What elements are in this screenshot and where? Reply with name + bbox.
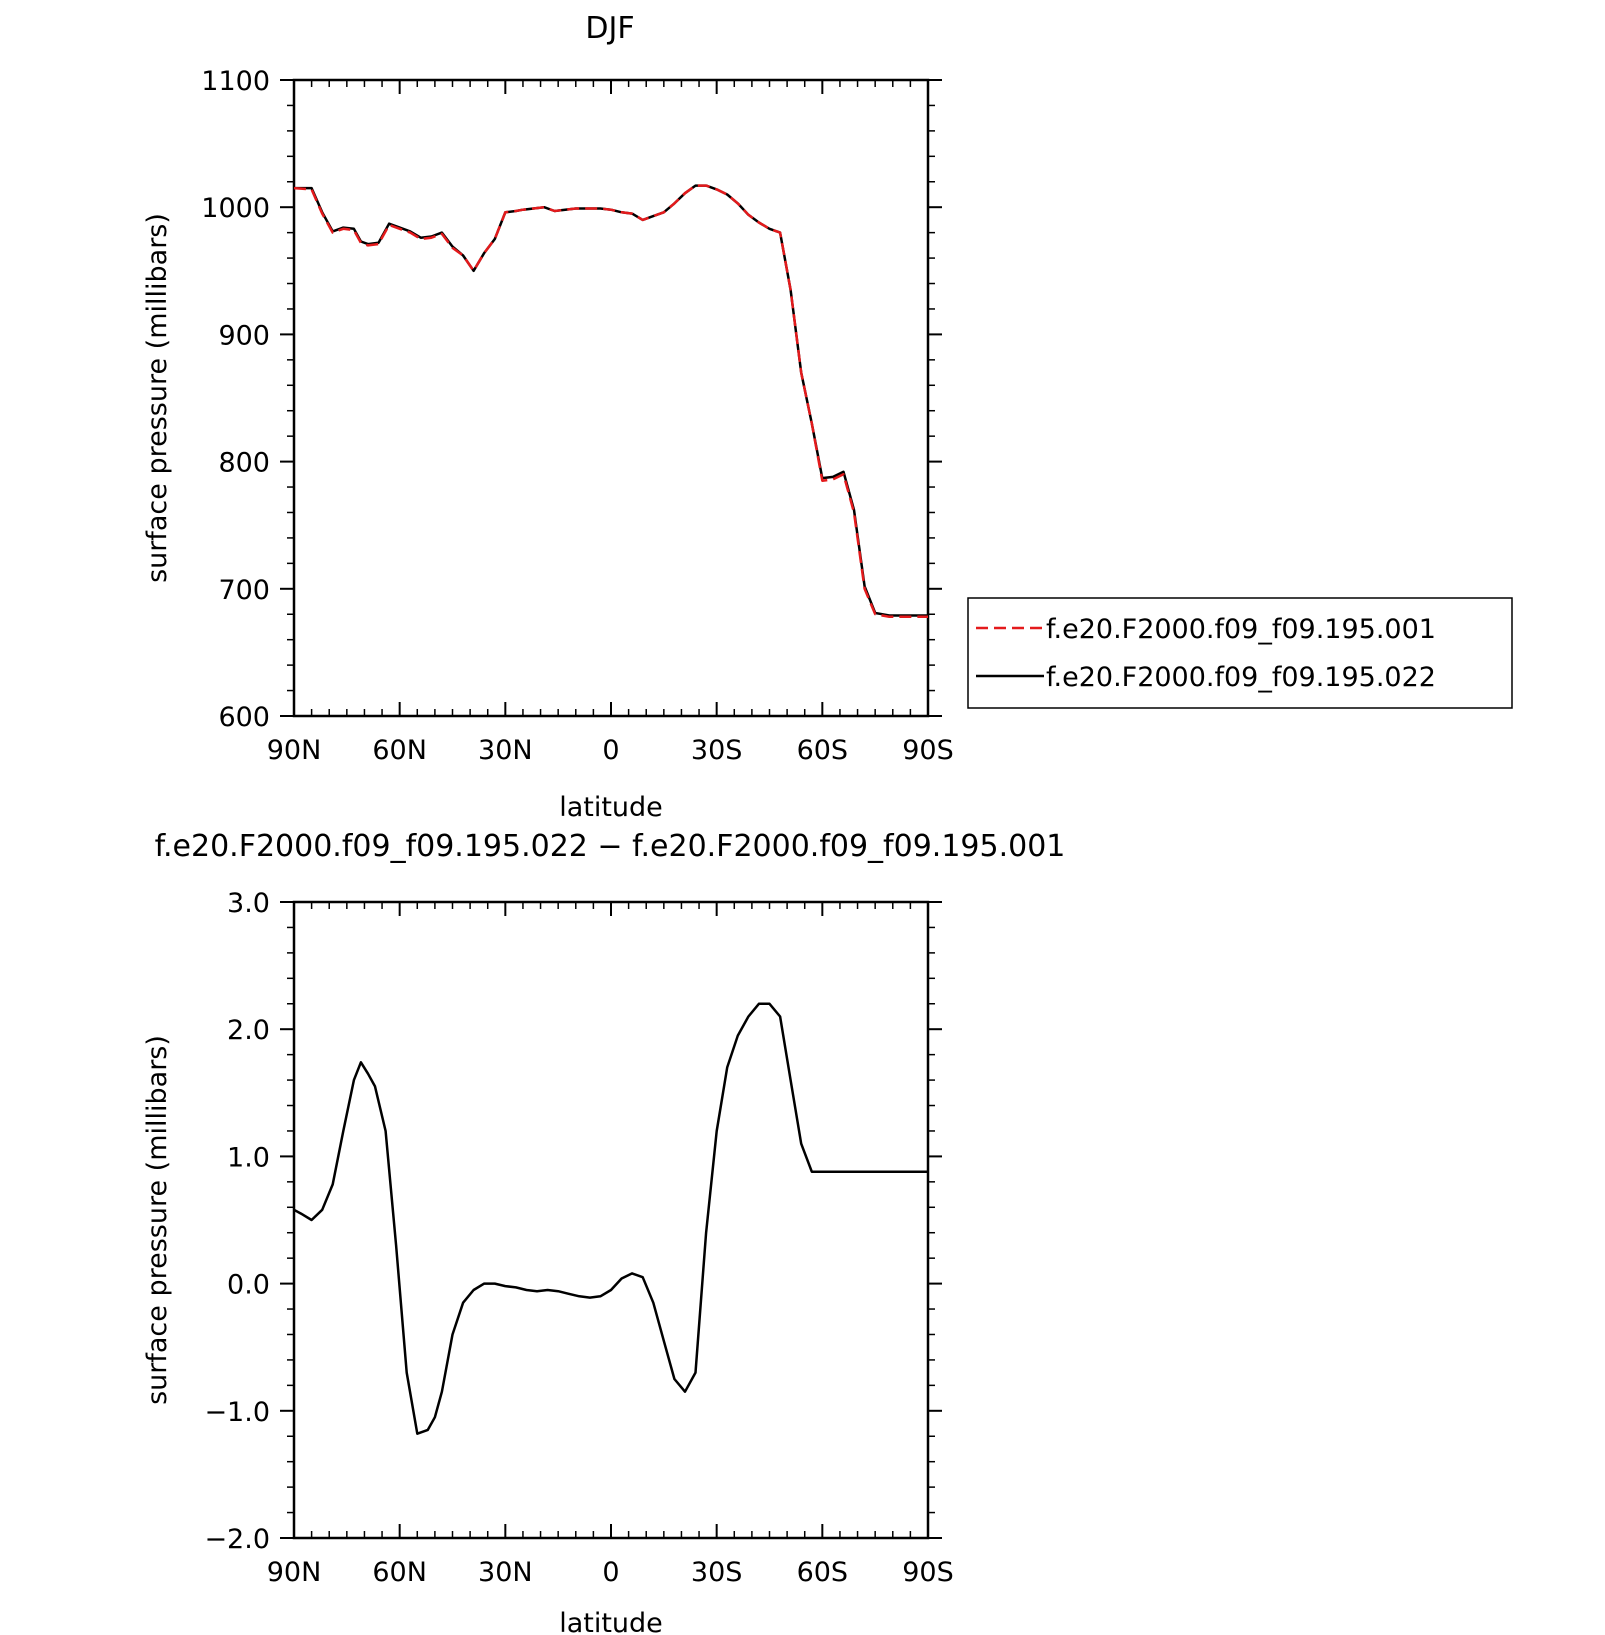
y-tick-label: 600 xyxy=(218,702,270,733)
x-tick-label: 60S xyxy=(797,1557,849,1588)
top-y-axis-label: surface pressure (millibars) xyxy=(142,213,173,583)
x-tick-label: 60S xyxy=(797,735,849,766)
y-tick-label: −2.0 xyxy=(204,1524,270,1555)
x-tick-label: 90S xyxy=(902,1557,954,1588)
series-line-1 xyxy=(293,1002,928,1435)
top-panel-title: DJF xyxy=(585,11,634,46)
legend-label-series-1: f.e20.F2000.f09_f09.195.001 xyxy=(1046,614,1436,645)
bottom-series-lines xyxy=(293,1002,928,1435)
x-tick-label: 30N xyxy=(478,1557,533,1588)
y-tick-label: 800 xyxy=(218,448,270,479)
legend: f.e20.F2000.f09_f09.195.001 f.e20.F2000.… xyxy=(967,597,1513,709)
top-tick-labels: 90N 60N 30N 0 30S 60S 90S 600 700 800 900 1000 1100 xyxy=(201,66,953,766)
x-tick-label: 30S xyxy=(691,735,743,766)
top-ticks xyxy=(280,79,942,717)
x-tick-label: 90N xyxy=(267,735,322,766)
top-plot-frame xyxy=(292,78,930,718)
top-x-axis-label: latitude xyxy=(559,792,663,823)
y-tick-label: 1000 xyxy=(201,193,270,224)
y-tick-label: −1.0 xyxy=(204,1397,270,1428)
y-tick-label: 700 xyxy=(218,575,270,606)
x-tick-label: 30N xyxy=(478,735,533,766)
series-line-2 xyxy=(294,184,928,617)
y-tick-label: 900 xyxy=(218,320,270,351)
series-line-1 xyxy=(293,184,928,619)
top-panel: DJF 90N 60N 30N 0 30S 60S 90S 600 700 800 900 1000 1… xyxy=(142,11,954,823)
x-tick-label: 90S xyxy=(902,735,954,766)
bottom-y-axis-label: surface pressure (millibars) xyxy=(142,1035,173,1405)
top-series-lines xyxy=(293,184,928,619)
y-tick-label: 1100 xyxy=(201,66,270,97)
x-tick-label: 0 xyxy=(602,1557,619,1588)
legend-box xyxy=(967,597,1513,709)
bottom-ticks xyxy=(280,901,942,1539)
y-tick-label: 2.0 xyxy=(227,1015,270,1046)
legend-label-series-2: f.e20.F2000.f09_f09.195.022 xyxy=(1046,662,1436,693)
bottom-tick-labels: 90N 60N 30N 0 30S 60S 90S −2.0 −1.0 0.0 1.0 2.0 3.0 xyxy=(204,888,953,1588)
bottom-x-axis-label: latitude xyxy=(559,1608,663,1635)
bottom-plot-frame xyxy=(292,900,930,1540)
x-tick-label: 0 xyxy=(602,735,619,766)
y-tick-label: 3.0 xyxy=(227,888,270,919)
x-tick-label: 60N xyxy=(372,1557,427,1588)
y-tick-label: 1.0 xyxy=(227,1142,270,1173)
x-tick-label: 90N xyxy=(267,1557,322,1588)
x-tick-label: 60N xyxy=(372,735,427,766)
y-tick-label: 0.0 xyxy=(227,1270,270,1301)
x-tick-label: 30S xyxy=(691,1557,743,1588)
bottom-panel: f.e20.F2000.f09_f09.195.022 − f.e20.F200… xyxy=(142,829,1065,1635)
bottom-panel-title: f.e20.F2000.f09_f09.195.022 − f.e20.F200… xyxy=(155,829,1066,864)
